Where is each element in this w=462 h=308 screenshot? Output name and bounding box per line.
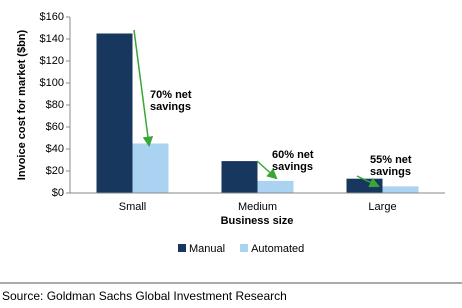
annotation: 70% net — [150, 89, 192, 101]
source: Source: Goldman Sachs Global Investment … — [2, 289, 287, 303]
legend-label: Manual — [189, 243, 225, 255]
y-tick-label: $120 — [40, 55, 64, 67]
x-tick-label: Small — [119, 201, 147, 213]
y-tick-label: $140 — [40, 33, 64, 45]
x-axis-label: Business size — [221, 215, 294, 227]
legend-swatch — [240, 244, 249, 252]
arrow — [256, 160, 278, 180]
y-tick-label: $100 — [40, 77, 64, 89]
annotation: 55% net — [370, 154, 412, 166]
bar — [382, 186, 419, 193]
x-tick-label: Medium — [238, 201, 277, 213]
bar — [257, 180, 294, 193]
legend-label: Automated — [251, 243, 304, 255]
y-tick-label: $20 — [46, 165, 64, 177]
legend-swatch — [178, 244, 186, 252]
arrow — [133, 29, 154, 148]
y-tick-label: $80 — [46, 99, 64, 111]
annotation: savings — [370, 166, 411, 178]
annotation: savings — [150, 101, 191, 113]
arrow — [356, 175, 380, 188]
x-tick-label: Large — [368, 201, 396, 213]
bar — [132, 143, 169, 193]
bar — [96, 33, 133, 193]
annotation: savings — [272, 161, 313, 173]
bar — [221, 161, 258, 193]
y-tick-label: $160 — [40, 11, 64, 23]
y-tick-label: $60 — [46, 121, 64, 133]
annotation: 60% net — [272, 149, 314, 161]
y-axis-label: Invoice cost for market ($bn) — [16, 29, 28, 180]
y-tick-label: $0 — [52, 187, 64, 199]
y-tick-label: $40 — [46, 143, 64, 155]
